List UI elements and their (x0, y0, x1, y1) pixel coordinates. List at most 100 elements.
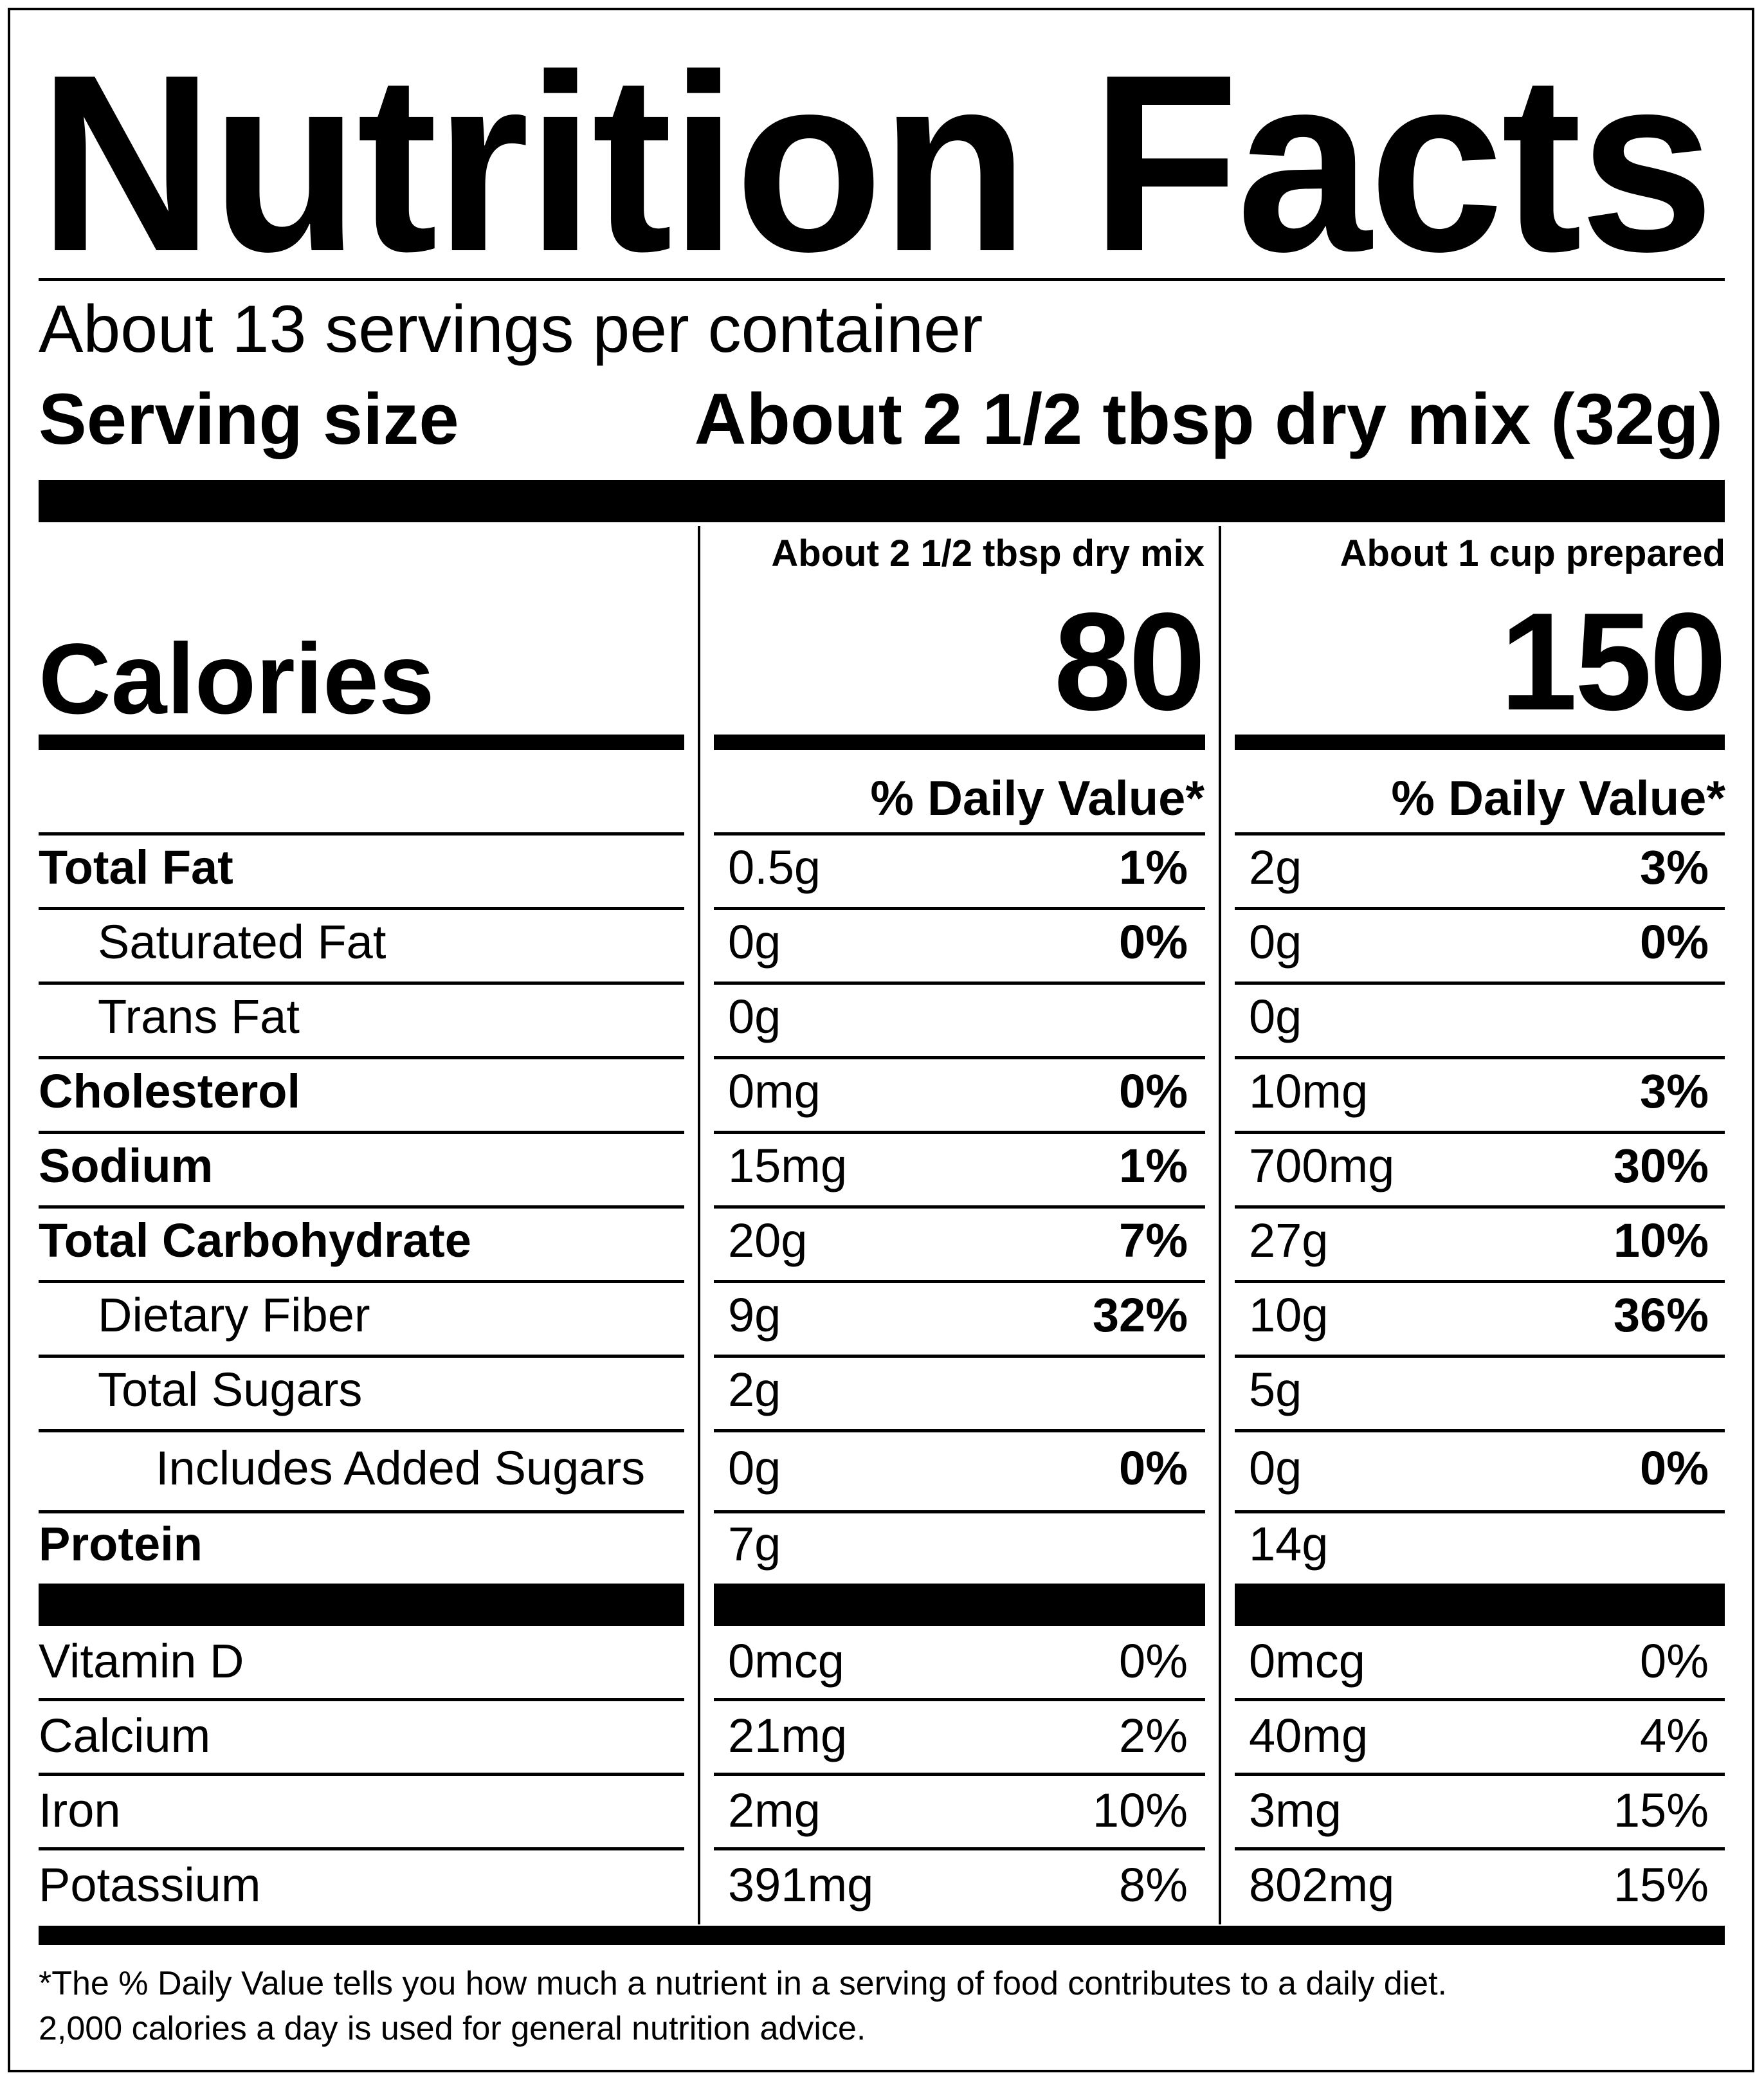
nutrient-amount-dry: 0g (728, 915, 781, 969)
nutrient-amount-dry: 0g (728, 990, 781, 1043)
vitamin-row-divider-prepared (1235, 1773, 1725, 1776)
nutrient-amount-prepared: 10g (1249, 1288, 1329, 1342)
calories-value-dry: 80 (1053, 583, 1206, 739)
vitamin-row-divider-prepared (1235, 1698, 1725, 1701)
vitamin-name: Calcium (39, 1709, 211, 1762)
row-divider-name (39, 982, 684, 985)
footnote-line-1: *The % Daily Value tells you how much a … (39, 1965, 1447, 2002)
vitamin-amount-prepared: 0mcg (1249, 1634, 1365, 1688)
nutrient-dv-prepared: 0% (1640, 1441, 1709, 1495)
nutrient-name: Total Sugars (98, 1363, 363, 1416)
daily-value-header-prepared: % Daily Value* (1391, 771, 1725, 826)
nutrient-name: Total Carbohydrate (39, 1214, 471, 1267)
row-divider-name (39, 832, 684, 836)
nutrient-amount-dry: 7g (728, 1517, 781, 1571)
nutrient-dv-prepared: 3% (1640, 841, 1709, 894)
nutrient-dv-dry: 0% (1119, 915, 1188, 969)
vitamin-row-divider-name (39, 1698, 684, 1701)
row-divider-prepared (1235, 832, 1725, 836)
serving-divider (39, 480, 1725, 522)
nutrient-dv-prepared: 36% (1613, 1288, 1709, 1342)
nutrient-amount-prepared: 700mg (1249, 1139, 1395, 1192)
nutrient-name: Sodium (39, 1139, 214, 1192)
column-divider-right (1219, 526, 1221, 1924)
nutrient-dv-dry: 1% (1119, 1139, 1188, 1192)
row-divider-name (39, 1205, 684, 1209)
row-divider-name (39, 1510, 684, 1513)
column-header-dry: About 2 1/2 tbsp dry mix (771, 533, 1205, 574)
nutrition-label-frame (8, 8, 1754, 2072)
nutrient-amount-prepared: 27g (1249, 1214, 1329, 1267)
nutrient-amount-dry: 9g (728, 1288, 781, 1342)
column-header-prepared: About 1 cup prepared (1340, 533, 1725, 574)
vitamin-dv-dry: 0% (1119, 1634, 1188, 1688)
row-divider-name (39, 1280, 684, 1283)
vitamin-dv-dry: 2% (1119, 1709, 1188, 1762)
vitamin-amount-prepared: 802mg (1249, 1858, 1395, 1912)
row-divider-prepared (1235, 1355, 1725, 1358)
title-divider (39, 278, 1725, 281)
vitamin-row-divider-prepared (1235, 1847, 1725, 1850)
nutrient-name: Total Fat (39, 841, 233, 894)
nutrient-amount-prepared: 10mg (1249, 1064, 1368, 1118)
vitamin-name: Vitamin D (39, 1634, 244, 1688)
row-divider-dry (714, 982, 1205, 985)
nutrient-name: Saturated Fat (98, 915, 386, 969)
row-divider-name (39, 1355, 684, 1358)
nutrient-amount-prepared: 5g (1249, 1363, 1302, 1416)
row-divider-dry (714, 1429, 1205, 1432)
serving-size-value: About 2 1/2 tbsp dry mix (32g) (694, 379, 1723, 459)
row-divider-dry (714, 1355, 1205, 1358)
calories-divider-dry (714, 735, 1205, 750)
row-divider-prepared (1235, 982, 1725, 985)
nutrient-dv-prepared: 30% (1613, 1139, 1709, 1192)
row-divider-prepared (1235, 1131, 1725, 1134)
vitamin-name: Potassium (39, 1858, 261, 1912)
vitamin-name: Iron (39, 1784, 121, 1837)
nutrient-name: Includes Added Sugars (156, 1441, 646, 1495)
vitamin-divider-dry (714, 1584, 1205, 1626)
vitamin-dv-prepared: 4% (1640, 1709, 1709, 1762)
vitamin-dv-prepared: 0% (1640, 1634, 1709, 1688)
nutrient-dv-dry: 1% (1119, 841, 1188, 894)
row-divider-dry (714, 1131, 1205, 1134)
vitamin-dv-dry: 10% (1092, 1784, 1188, 1837)
nutrient-amount-prepared: 0g (1249, 990, 1302, 1043)
vitamin-divider-prepared (1235, 1584, 1725, 1626)
vitamin-row-divider-name (39, 1847, 684, 1850)
nutrient-name: Dietary Fiber (98, 1288, 370, 1342)
vitamin-dv-prepared: 15% (1613, 1784, 1709, 1837)
nutrient-amount-prepared: 14g (1249, 1517, 1329, 1571)
row-divider-prepared (1235, 1510, 1725, 1513)
vitamin-amount-dry: 0mcg (728, 1634, 844, 1688)
nutrient-amount-prepared: 0g (1249, 1441, 1302, 1495)
vitamin-amount-dry: 2mg (728, 1784, 821, 1837)
row-divider-prepared (1235, 1056, 1725, 1059)
row-divider-dry (714, 1510, 1205, 1513)
row-divider-name (39, 1056, 684, 1059)
calories-divider-prepared (1235, 735, 1725, 750)
vitamin-row-divider-name (39, 1773, 684, 1776)
row-divider-dry (714, 1205, 1205, 1209)
vitamin-amount-prepared: 40mg (1249, 1709, 1368, 1762)
vitamin-dv-prepared: 15% (1613, 1858, 1709, 1912)
row-divider-name (39, 1131, 684, 1134)
servings-per-container: About 13 servings per container (39, 292, 983, 367)
nutrient-amount-dry: 0mg (728, 1064, 821, 1118)
nutrient-name: Trans Fat (98, 990, 300, 1043)
nutrient-name: Protein (39, 1517, 203, 1571)
daily-value-header-dry: % Daily Value* (870, 771, 1205, 826)
row-divider-prepared (1235, 907, 1725, 910)
nutrient-amount-dry: 2g (728, 1363, 781, 1416)
calories-value-prepared: 150 (1500, 583, 1727, 739)
vitamin-amount-dry: 21mg (728, 1709, 848, 1762)
footnote-divider (39, 1926, 1725, 1945)
nutrient-amount-dry: 20g (728, 1214, 808, 1267)
nutrient-dv-dry: 0% (1119, 1064, 1188, 1118)
row-divider-prepared (1235, 1429, 1725, 1432)
row-divider-dry (714, 1280, 1205, 1283)
row-divider-prepared (1235, 1205, 1725, 1209)
row-divider-dry (714, 1056, 1205, 1059)
nutrient-amount-dry: 0.5g (728, 841, 821, 894)
row-divider-name (39, 1429, 684, 1432)
